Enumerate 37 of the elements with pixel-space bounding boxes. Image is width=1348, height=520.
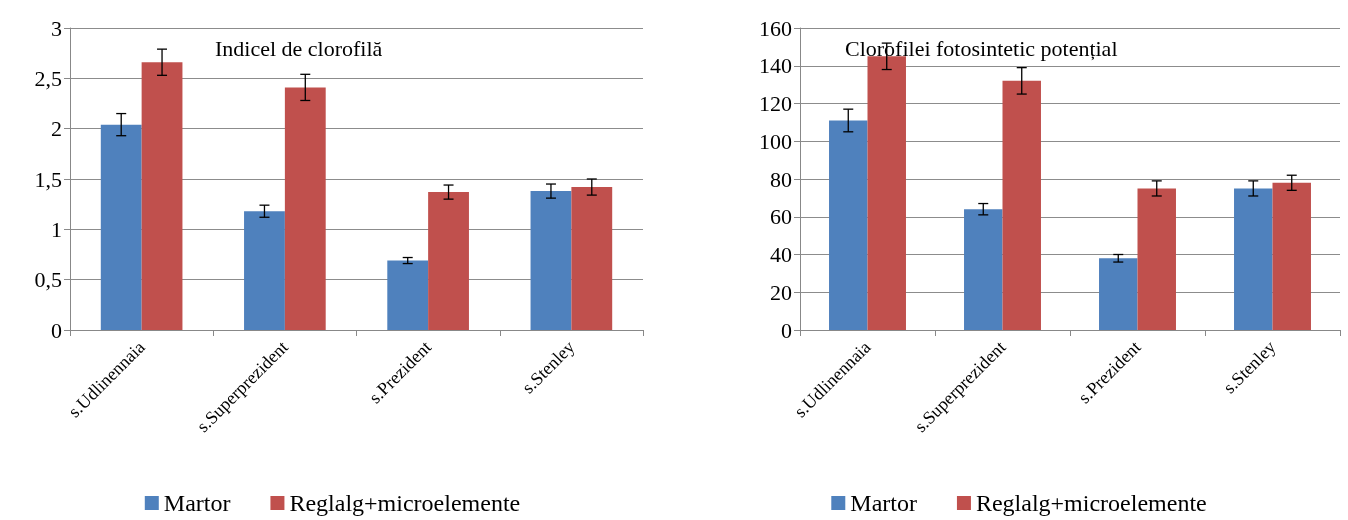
y-tick-label: 2: [51, 116, 62, 142]
bar: [387, 260, 429, 330]
y-tick-label: 160: [759, 15, 792, 41]
chart-title: Indicel de clorofilă: [215, 35, 383, 61]
bar: [571, 187, 613, 330]
y-tick-label: 20: [770, 279, 792, 305]
y-tick-label: 120: [759, 91, 792, 116]
bar: [1234, 188, 1273, 330]
legend-label: Reglalg+microelemente: [289, 490, 521, 516]
y-tick-label: 0: [781, 317, 792, 343]
bar: [428, 192, 469, 330]
y-tick-label: 0: [51, 317, 62, 343]
bar: [530, 191, 572, 330]
bar: [244, 211, 285, 330]
bar: [1099, 258, 1138, 330]
bar: [1272, 182, 1311, 330]
legend-label: Reglalg+microelemente: [975, 490, 1207, 516]
legend-label: Martor: [850, 490, 917, 516]
y-tick-label: 100: [759, 128, 792, 154]
y-tick-label: 140: [759, 53, 792, 79]
y-tick-label: 80: [770, 166, 792, 192]
bar: [1002, 80, 1041, 330]
bar: [141, 62, 183, 330]
bar: [284, 87, 326, 330]
bar: [100, 124, 142, 330]
y-tick-label: 3: [51, 15, 62, 41]
bar: [1137, 188, 1176, 330]
bar: [964, 209, 1003, 330]
y-tick-label: 0,5: [34, 267, 62, 293]
legend-label: Martor: [163, 490, 231, 516]
y-tick-label: 2,5: [34, 65, 62, 91]
y-tick-label: 1: [51, 216, 62, 242]
bar: [867, 56, 906, 330]
y-tick-label: 1,5: [34, 166, 62, 192]
y-tick-label: 60: [770, 204, 792, 230]
bar: [829, 120, 868, 330]
y-tick-label: 40: [770, 242, 792, 267]
